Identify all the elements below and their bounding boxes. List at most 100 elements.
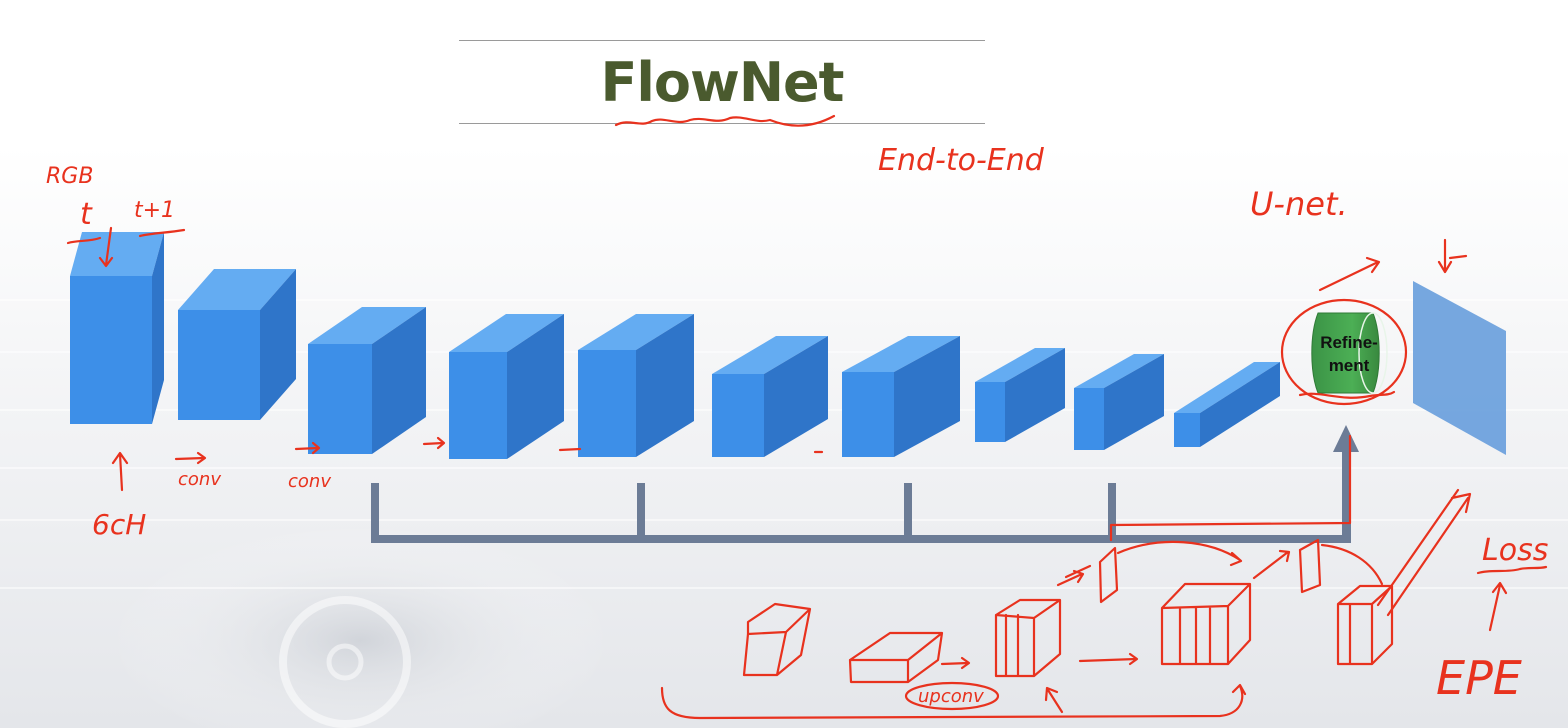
annotation-conv-2: conv: [288, 471, 331, 492]
handwritten-annotations: RGB t t+1 6cH conv conv End-to-End U-net…: [46, 114, 1548, 720]
annotation-conv-1: conv: [178, 469, 221, 490]
sketch-plane-4: [1098, 546, 1119, 604]
encoder-block-6-side-face: [764, 336, 828, 457]
encoder-block-1: [70, 232, 164, 424]
encoder-block-1-top-face: [70, 232, 164, 276]
skip-drop-3: [904, 483, 912, 543]
encoder-block-2-side-face: [260, 269, 296, 420]
encoder-block-1-front-face: [70, 276, 152, 424]
encoder-block-4-side-face: [507, 314, 564, 459]
encoder-block-9-top-face: [1074, 354, 1164, 388]
red-route-line: [1109, 434, 1352, 542]
arrow-stage-5: [1252, 549, 1291, 580]
arrow-to-output: [1437, 238, 1468, 274]
encoder-block-10-front-face: [1174, 413, 1200, 447]
encoder-block-10-side-face: [1200, 362, 1280, 447]
encoder-block-10-top-face: [1174, 362, 1280, 413]
encoder-block-8-top-face: [975, 348, 1065, 382]
skip-bus-horizontal: [371, 535, 1351, 543]
refinement-circle: [1280, 298, 1408, 406]
skip-connection-bus: [371, 425, 1359, 543]
refinement-cylinder-cap: [1358, 312, 1388, 394]
refinement-module: Refine- ment: [1311, 312, 1388, 394]
arc-stage: [1116, 540, 1243, 567]
encoder-block-2-top-face: [178, 269, 296, 310]
annotation-rgb: RGB: [46, 164, 93, 189]
arrow-mid: [1078, 652, 1139, 666]
upconv-arrow: [940, 656, 971, 670]
encoder-block-1-side-face: [152, 232, 164, 424]
arrow-epe-to-loss: [1488, 581, 1508, 632]
arrow-to-refinement: [1318, 256, 1381, 292]
annotation-frame-t1: t+1: [134, 198, 175, 223]
encoder-block-4-top-face: [449, 314, 564, 352]
refinement-label-line1: Refine-: [1320, 333, 1378, 352]
annotation-upconv: upconv: [918, 686, 984, 707]
encoder-block-7: [842, 336, 960, 457]
encoder-block-8-front-face: [975, 382, 1005, 442]
title-rule-top: [459, 40, 985, 41]
encoder-block-9-front-face: [1074, 388, 1104, 450]
sketch-block-1: [742, 602, 812, 677]
encoder-block-4: [449, 314, 564, 459]
refinement-scribble: [1298, 390, 1396, 399]
encoder-block-8-side-face: [1005, 348, 1065, 442]
loss-underline: [1476, 565, 1548, 575]
arrow-up-under: [1044, 686, 1064, 714]
encoder-block-6-top-face: [712, 336, 828, 374]
encoder-block-10: [1174, 362, 1280, 447]
encoder-block-4-front-face: [449, 352, 507, 459]
sketch-plane-6: [1298, 538, 1322, 594]
encoder-block-7-front-face: [842, 372, 894, 457]
encoder-block-6: [712, 336, 828, 457]
encoder-block-8: [975, 348, 1065, 442]
arrow-6ch-up: [111, 451, 129, 492]
skip-bus-riser: [1342, 450, 1351, 543]
annotation-loss: Loss: [1482, 533, 1548, 568]
skip-bus-arrowhead: [1333, 425, 1359, 452]
encoder-block-9: [1074, 354, 1164, 450]
encoder-block-6-front-face: [712, 374, 764, 457]
sketch-block-5: [1160, 582, 1252, 666]
encoder-block-2-front-face: [178, 310, 260, 420]
annotation-unet: U-net.: [1250, 185, 1348, 223]
arc-stage-2: [1320, 543, 1384, 586]
sketch-block-2: [848, 631, 944, 684]
encoder-block-7-top-face: [842, 336, 960, 372]
encoder-block-9-side-face: [1104, 354, 1164, 450]
sketch-block-3: [994, 598, 1062, 678]
encoder-block-3-front-face: [308, 344, 372, 454]
encoder-block-5: [578, 314, 694, 457]
encoder-block-2: [178, 269, 296, 420]
title-rule-bottom: [459, 123, 985, 124]
output-flow-plane: [1413, 281, 1506, 455]
arrow-to-loss: [1376, 488, 1472, 617]
annotation-end-to-end: End-to-End: [878, 143, 1045, 178]
annotation-6ch: 6cH: [92, 508, 146, 541]
refinement-cylinder: [1311, 312, 1380, 394]
underline-t1: [138, 228, 186, 238]
title-underline-squiggle: [614, 114, 836, 127]
encoder-block-5-side-face: [636, 314, 694, 457]
arrow-stage-3: [1056, 564, 1092, 587]
upconv-circle: [904, 681, 1000, 711]
encoder-blocks: [70, 232, 1280, 459]
annotation-frame-t: t: [80, 197, 93, 232]
encoder-block-3: [308, 307, 426, 454]
encoder-block-3-side-face: [372, 307, 426, 454]
dash-mark-1: [558, 447, 582, 452]
arrow-conv-2: [294, 441, 321, 455]
encoder-block-3-top-face: [308, 307, 426, 344]
encoder-block-5-top-face: [578, 314, 694, 350]
arrow-conv-3: [422, 436, 446, 450]
annotation-epe: EPE: [1436, 651, 1522, 705]
encoder-block-5-front-face: [578, 350, 636, 457]
arrow-t: [98, 226, 114, 268]
slide-title: FlowNet: [600, 51, 844, 114]
bottom-loop: [660, 683, 1247, 720]
refinement-label-line2: ment: [1329, 356, 1370, 375]
skip-drop-1: [371, 483, 379, 543]
underline-t: [66, 236, 102, 245]
skip-drop-4: [1108, 483, 1116, 543]
